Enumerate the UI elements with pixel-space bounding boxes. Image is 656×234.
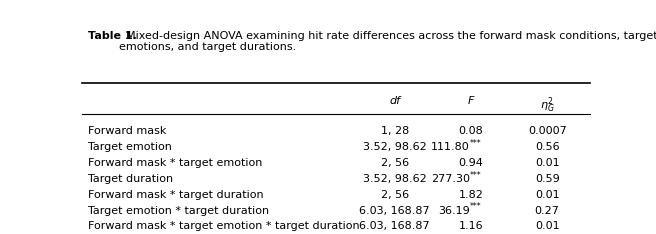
Text: 6.03, 168.87: 6.03, 168.87 [359, 221, 430, 231]
Text: 6.03, 168.87: 6.03, 168.87 [359, 205, 430, 216]
Text: Forward mask * target emotion * target duration: Forward mask * target emotion * target d… [88, 221, 359, 231]
Text: F: F [468, 96, 474, 106]
Text: 0.01: 0.01 [535, 190, 560, 200]
Text: 0.08: 0.08 [459, 126, 483, 136]
Text: 0.94: 0.94 [459, 158, 483, 168]
Text: Target emotion: Target emotion [88, 142, 172, 152]
Text: $\mathit{\eta}^2_G$: $\mathit{\eta}^2_G$ [540, 96, 554, 115]
Text: 0.01: 0.01 [535, 221, 560, 231]
Text: 36.19: 36.19 [438, 205, 470, 216]
Text: 3.52, 98.62: 3.52, 98.62 [363, 142, 426, 152]
Text: 0.0007: 0.0007 [528, 126, 567, 136]
Text: 0.27: 0.27 [535, 205, 560, 216]
Text: 0.59: 0.59 [535, 174, 560, 184]
Text: 0.01: 0.01 [535, 158, 560, 168]
Text: 2, 56: 2, 56 [380, 158, 409, 168]
Text: Mixed-design ANOVA examining hit rate differences across the forward mask condit: Mixed-design ANOVA examining hit rate di… [119, 31, 656, 52]
Text: Forward mask * target emotion: Forward mask * target emotion [88, 158, 262, 168]
Text: ***: *** [470, 171, 482, 180]
Text: 2, 56: 2, 56 [380, 190, 409, 200]
Text: ***: *** [470, 202, 482, 211]
Text: 0.56: 0.56 [535, 142, 560, 152]
Text: 1.82: 1.82 [459, 190, 483, 200]
Text: Target emotion * target duration: Target emotion * target duration [88, 205, 269, 216]
Text: 277.30: 277.30 [431, 174, 470, 184]
Text: 111.80: 111.80 [431, 142, 470, 152]
Text: df: df [389, 96, 400, 106]
Text: Table 1.: Table 1. [88, 31, 137, 41]
Text: Target duration: Target duration [88, 174, 173, 184]
Text: 1, 28: 1, 28 [380, 126, 409, 136]
Text: 1.16: 1.16 [459, 221, 483, 231]
Text: 3.52, 98.62: 3.52, 98.62 [363, 174, 426, 184]
Text: ***: *** [470, 139, 482, 148]
Text: Forward mask: Forward mask [88, 126, 167, 136]
Text: Forward mask * target duration: Forward mask * target duration [88, 190, 264, 200]
